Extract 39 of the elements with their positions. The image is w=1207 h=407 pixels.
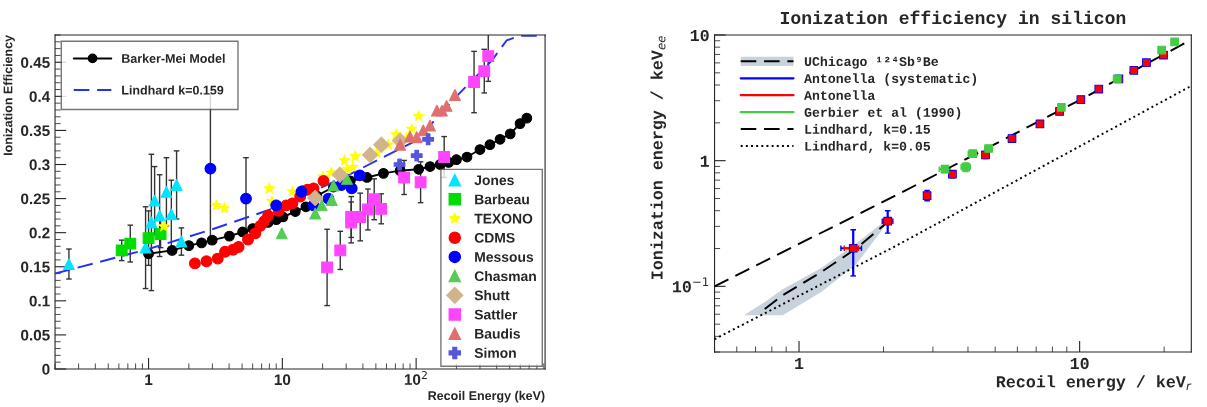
- legend-label: UChicago ¹²⁴Sb⁹Be: [804, 56, 939, 69]
- legend-label: CDMS: [474, 232, 515, 243]
- legend-label: Jones: [474, 175, 514, 186]
- y-tick-label: 10: [690, 29, 709, 42]
- y-tick-label: 0.05: [21, 329, 50, 341]
- x-axis-title: Recoil Energy (keV): [428, 390, 545, 403]
- legend-label: Antonella: [804, 90, 875, 100]
- y-tick-label: 0.4: [29, 91, 51, 103]
- y-tick-label: 0.45: [21, 57, 50, 68]
- y-tick-label: 0.25: [21, 193, 50, 205]
- x-tick-label: 1: [145, 374, 153, 385]
- legend-label: Messous: [475, 252, 534, 262]
- x-tick-label: 10: [274, 374, 291, 386]
- y-tick-label: 1: [700, 155, 709, 167]
- chart-title: Ionization efficiency in silicon: [780, 10, 1126, 28]
- y-tick-label: 0.1: [29, 295, 50, 307]
- y-tick-label: 0.2: [29, 227, 50, 239]
- y-tick-label: 0: [42, 363, 50, 375]
- legend-label: Baudis: [475, 328, 520, 339]
- y-axis-title: Ionization Efficiency: [3, 35, 15, 156]
- y-tick-label: 0.15: [21, 261, 50, 273]
- legend-label: Barbeau: [475, 194, 529, 205]
- legend-label: Lindhard k=0.159: [122, 85, 224, 95]
- legend-label: Barker-Mei Model: [122, 53, 225, 63]
- legend-label: Chasman: [474, 270, 536, 282]
- legend-label: Shutt: [474, 290, 510, 301]
- legend-label: Simon: [474, 347, 516, 358]
- legend-label: TEXONO: [474, 213, 533, 224]
- legend-label: Lindhard, k=0.15: [805, 124, 931, 137]
- y-tick-label: 10$^{−1}$: [672, 277, 709, 293]
- y-axis-title: Ionization energy / keV$_{ee}$: [650, 36, 667, 279]
- x-tick-label: 10$^{2}$: [404, 371, 427, 385]
- x-axis-title: Recoil energy / keV$_{r}$: [996, 375, 1192, 391]
- legend-label: Antonella (systematic): [804, 73, 977, 86]
- legend-label: Gerbier et al (1990): [804, 107, 961, 120]
- y-tick-label: 0.35: [21, 125, 50, 137]
- y-tick-label: 0.3: [29, 159, 50, 171]
- legend-label: Sattler: [474, 309, 518, 320]
- legend-label: Lindhard, k=0.05: [805, 141, 931, 153]
